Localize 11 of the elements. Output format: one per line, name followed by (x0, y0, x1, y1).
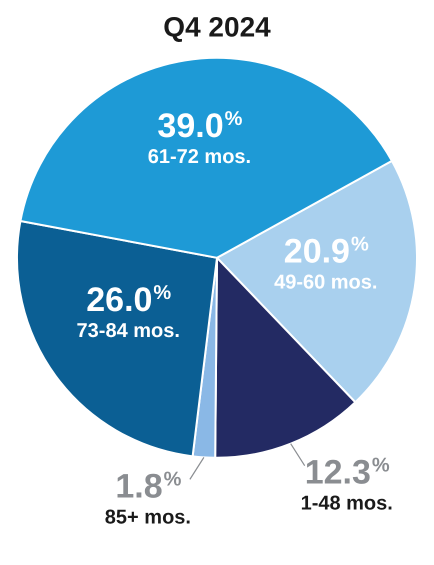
slice-label: 61-72 mos. (148, 146, 252, 168)
slice-label: 73-84 mos. (76, 320, 180, 342)
data-label: 12.3% (304, 454, 390, 492)
chart-title: Q4 2024 (163, 12, 272, 43)
slice-label: 1-48 mos. (300, 492, 393, 515)
slice-label: 49-60 mos. (274, 271, 378, 294)
slice-label: 85+ mos. (104, 506, 191, 528)
data-label: 1.8% (115, 467, 182, 506)
data-label: 39.0% (157, 107, 243, 146)
data-label: 26.0% (86, 280, 172, 319)
data-label: 20.9% (284, 232, 369, 270)
